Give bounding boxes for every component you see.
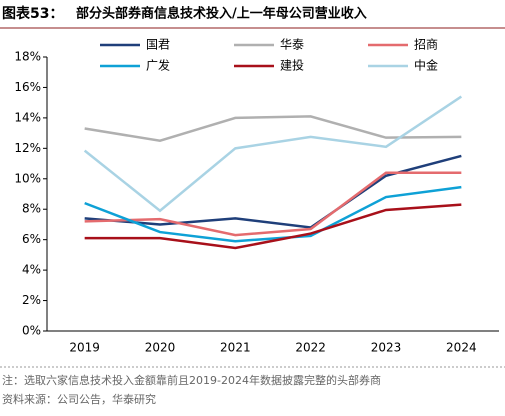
legend-label: 华泰 [280,38,304,52]
series-line [84,154,462,229]
series-line [84,115,462,143]
figure-label: 图表53： [2,5,63,22]
series-line [83,95,463,213]
series-line [84,185,462,243]
chart-title: 部分头部券商信息技术投入/上一年母公司营业收入 [76,6,367,22]
series-line [84,171,462,237]
note: 注：选取六家信息技术投入金额靠前且2019-2024年数据披露完整的头部券商 [2,373,381,387]
y-tick-label: 0% [22,324,41,338]
y-tick-label: 12% [14,141,41,155]
legend-label: 招商 [414,37,438,52]
x-tick-label: 2020 [145,341,176,355]
y-tick-label: 2% [22,293,41,307]
x-tick-label: 2022 [295,341,326,355]
legend-label: 广发 [146,58,170,73]
x-tick-label: 2021 [220,341,251,355]
series-line [84,203,462,250]
y-tick-label: 18% [14,50,41,64]
x-tick-label: 2024 [446,341,477,355]
y-tick-label: 16% [14,80,41,94]
x-tick-label: 2019 [69,341,100,355]
y-tick-label: 10% [14,171,41,185]
x-tick-label: 2023 [371,341,402,355]
legend-label: 中金 [414,58,438,73]
y-tick-label: 6% [22,232,41,246]
legend-label: 建投 [280,58,304,73]
y-tick-label: 4% [22,263,41,277]
source: 资料来源：公司公告，华泰研究 [2,392,156,406]
y-tick-label: 8% [22,202,41,216]
y-tick-label: 14% [14,110,41,124]
legend-label: 国君 [146,38,170,52]
